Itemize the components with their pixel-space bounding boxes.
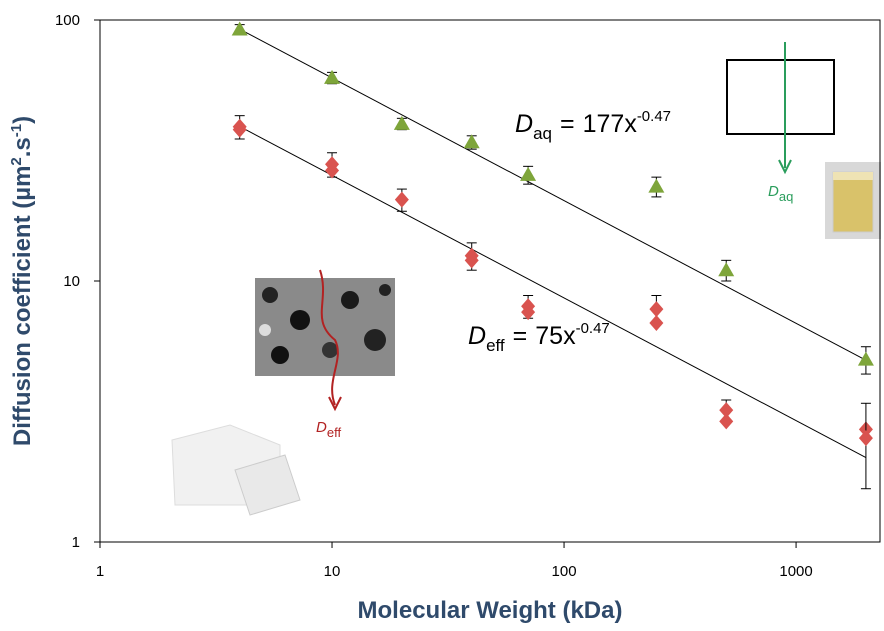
data-point bbox=[858, 430, 873, 447]
eq-subscript: aq bbox=[533, 124, 552, 143]
fit-equation: Deff = 75x-0.47 bbox=[468, 320, 610, 355]
data-point bbox=[649, 315, 664, 332]
data-point bbox=[325, 162, 340, 179]
inset-subscript: aq bbox=[779, 189, 793, 204]
data-point bbox=[719, 413, 734, 430]
eq-exponent: -0.47 bbox=[576, 320, 610, 337]
data-point bbox=[857, 351, 874, 366]
eq-coefficient: 177 bbox=[583, 110, 625, 138]
x-axis-title: Molecular Weight (kDa) bbox=[358, 597, 623, 624]
data-point bbox=[520, 166, 537, 181]
inset-label: Deff bbox=[316, 419, 341, 440]
x-tick-label: 1000 bbox=[779, 563, 812, 580]
eq-coefficient: 75 bbox=[535, 322, 563, 350]
data-point bbox=[719, 402, 734, 419]
y-tick-label: 10 bbox=[63, 273, 80, 290]
data-point bbox=[232, 121, 247, 138]
cheese-image bbox=[171, 424, 301, 516]
y-title-text: .s bbox=[9, 137, 36, 157]
data-point bbox=[718, 262, 735, 277]
fit-line bbox=[239, 28, 867, 361]
beaker-photo bbox=[825, 162, 881, 239]
y-title-sup: 2 bbox=[8, 157, 25, 165]
fit-equation: Daq = 177x-0.47 bbox=[515, 108, 671, 143]
arrowhead bbox=[778, 159, 792, 175]
inset-label: Daq bbox=[768, 183, 793, 204]
eq-symbol: D bbox=[468, 322, 486, 350]
data-point bbox=[463, 134, 480, 149]
inset-symbol: D bbox=[768, 183, 779, 200]
data-point bbox=[648, 178, 665, 193]
data-point bbox=[231, 21, 248, 36]
inset-symbol: D bbox=[316, 419, 327, 436]
data-point bbox=[324, 69, 341, 84]
y-title-text: ) bbox=[9, 116, 36, 124]
eq-relation: = bbox=[560, 110, 575, 138]
data-point bbox=[649, 301, 664, 318]
y-axis-title: Diffusion coefficient (µm2.s-1) bbox=[8, 116, 36, 446]
data-point bbox=[394, 191, 409, 208]
eq-subscript: eff bbox=[486, 336, 505, 355]
x-tick-label: 10 bbox=[324, 563, 341, 580]
eq-variable: x bbox=[624, 110, 637, 138]
y-title-sup: -1 bbox=[8, 124, 25, 137]
y-tick-label: 1 bbox=[72, 534, 80, 551]
micrograph bbox=[255, 269, 395, 412]
eq-exponent: -0.47 bbox=[637, 108, 671, 125]
fit-line bbox=[239, 126, 867, 458]
x-tick-label: 100 bbox=[552, 563, 577, 580]
inset-subscript: eff bbox=[327, 425, 342, 440]
x-tick-label: 1 bbox=[96, 563, 104, 580]
y-tick-label: 100 bbox=[55, 12, 80, 29]
eq-relation: = bbox=[513, 322, 528, 350]
y-title-text: Diffusion coefficient (µm bbox=[9, 166, 36, 447]
eq-symbol: D bbox=[515, 110, 533, 138]
water-box bbox=[726, 59, 835, 135]
data-point bbox=[464, 252, 479, 269]
data-point bbox=[521, 304, 536, 321]
data-point bbox=[393, 115, 410, 130]
eq-variable: x bbox=[563, 322, 576, 350]
